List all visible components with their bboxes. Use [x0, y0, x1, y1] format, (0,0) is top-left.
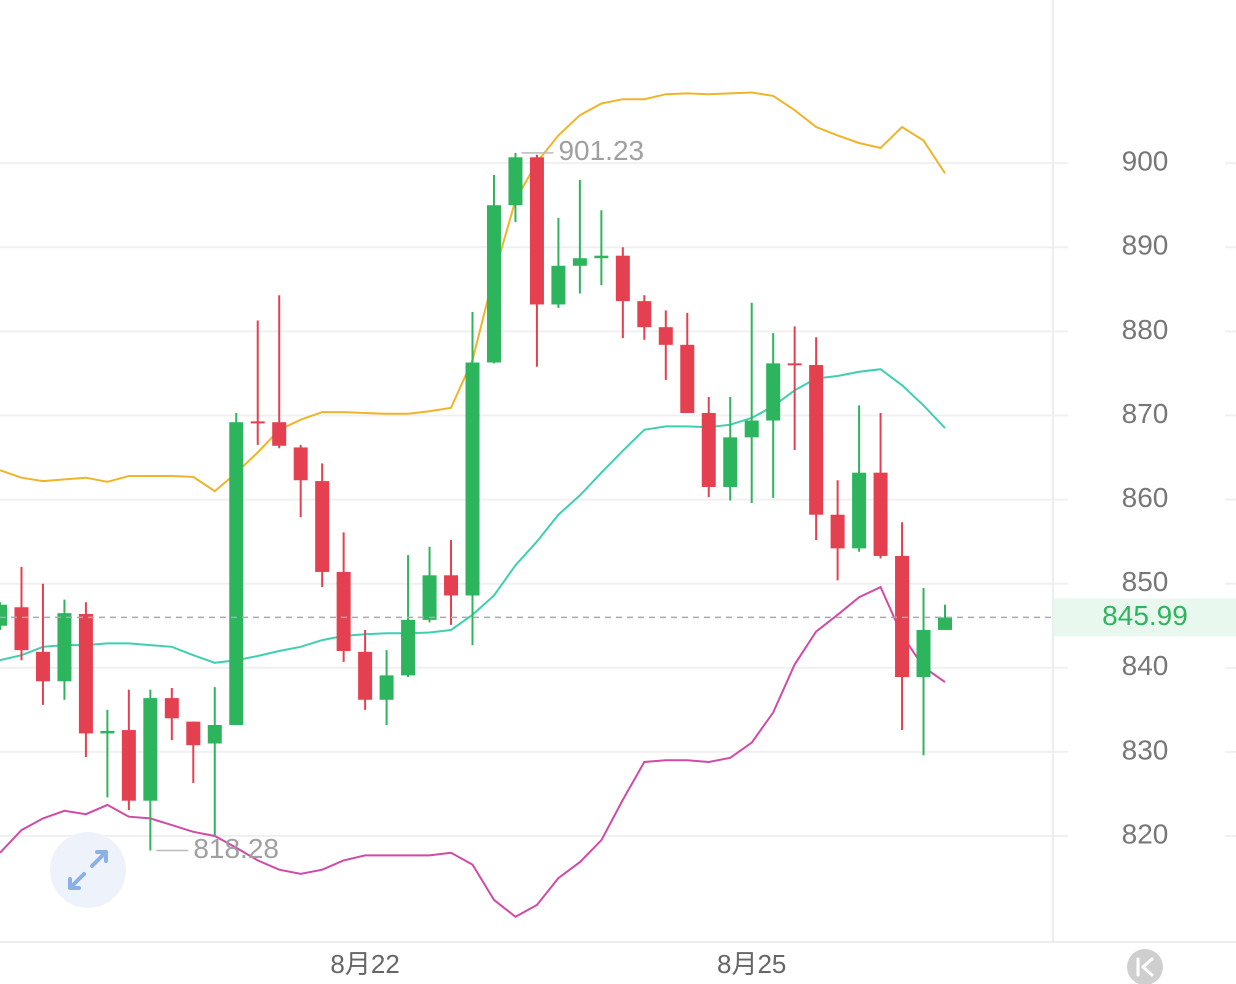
candle-body: [379, 675, 394, 700]
candle-body: [229, 422, 244, 726]
candle-body: [916, 629, 931, 678]
candle-body: [465, 362, 480, 596]
candle-body: [938, 617, 952, 630]
label-layer: 820 830 840 850 860 870 880 890 900 8月22 8月25 901.2…: [0, 135, 1236, 979]
candle-body: [358, 651, 373, 700]
candle-body: [809, 365, 824, 515]
candle-body: [637, 301, 652, 328]
candle-body: [272, 422, 287, 446]
y-tick-label: 860: [1122, 482, 1169, 513]
candle-layer: [0, 152, 952, 851]
candle-body: [78, 613, 93, 734]
candle-body: [57, 613, 72, 682]
candle-body: [422, 575, 437, 620]
expand-button-bg[interactable]: [50, 832, 126, 908]
candle-body: [787, 363, 802, 366]
x-tick-label: 8月22: [330, 949, 399, 979]
last-price-box: [1054, 598, 1236, 637]
candle-body: [315, 481, 330, 572]
candle-body: [186, 721, 201, 746]
candle-body: [207, 725, 222, 744]
expand-icon: [68, 850, 108, 890]
y-tick-label: 900: [1122, 146, 1169, 177]
y-tick-label: 870: [1122, 398, 1169, 429]
expand-button[interactable]: [50, 832, 126, 908]
scroll-latest-icon: [1136, 957, 1154, 977]
candle-body: [852, 472, 867, 549]
candle-body: [572, 258, 587, 266]
candle-body: [508, 157, 523, 206]
candle-body: [100, 730, 115, 734]
y-tick-label: 890: [1122, 230, 1169, 261]
candle-body: [250, 421, 265, 424]
last-price-label: 845.99: [1102, 600, 1188, 631]
candle-body: [594, 255, 609, 259]
candle-body: [723, 437, 738, 487]
candle-body: [744, 420, 759, 438]
candle-body: [401, 619, 416, 676]
y-tick-label: 820: [1122, 818, 1169, 849]
candle-body: [680, 344, 695, 413]
y-tick-label: 850: [1122, 566, 1169, 597]
y-tick-label: 840: [1122, 650, 1169, 681]
candle-body: [35, 651, 50, 682]
y-tick-label: 830: [1122, 734, 1169, 765]
candle-body: [873, 472, 888, 556]
candle-body: [551, 265, 566, 305]
candle-body: [293, 447, 308, 481]
candle-body: [895, 555, 910, 678]
candle-body: [336, 571, 351, 651]
candle-body: [164, 698, 179, 719]
candle-body: [143, 698, 158, 801]
candle-body: [701, 412, 716, 487]
candle-body: [830, 514, 845, 549]
candle-body: [486, 205, 501, 363]
candle-body: [121, 730, 136, 801]
candle-body: [14, 607, 29, 651]
x-tick-label: 8月25: [717, 949, 786, 979]
candle-body: [615, 255, 630, 302]
candle-body: [444, 575, 459, 596]
y-tick-label: 880: [1122, 314, 1169, 345]
candle-body: [529, 157, 544, 305]
scroll-latest-button[interactable]: [1127, 949, 1163, 984]
high-marker-label: 901.23: [558, 135, 644, 166]
candle-body: [658, 327, 673, 345]
candle-body: [766, 363, 781, 421]
band-line: [0, 585, 946, 918]
candle-body: [0, 604, 7, 626]
low-marker-label: 818.28: [193, 833, 279, 864]
